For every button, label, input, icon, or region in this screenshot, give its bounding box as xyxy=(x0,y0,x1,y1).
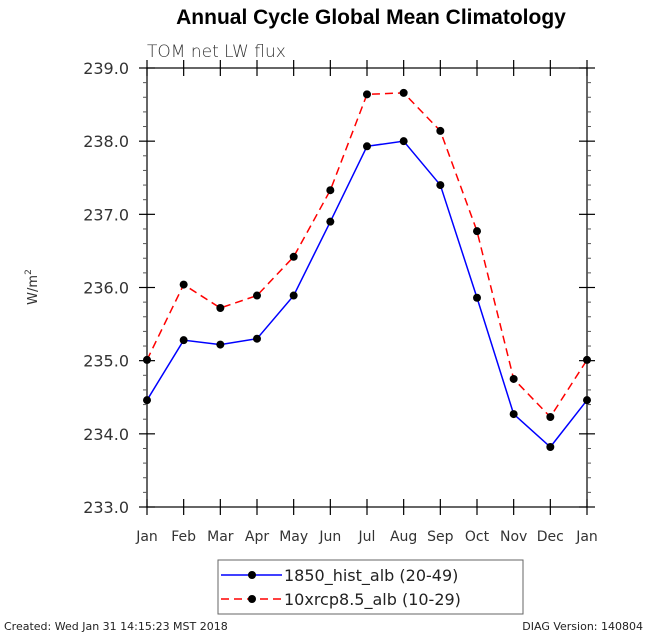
data-point-series-1 xyxy=(509,374,518,383)
data-point-series-0 xyxy=(509,410,518,419)
svg-text:W/m2: W/m2 xyxy=(24,269,41,305)
y-axis-ticks: 233.0 234.0 235.0 236.0 237.0 238.0 239.0 xyxy=(83,59,595,517)
data-point-series-0 xyxy=(216,340,225,349)
data-point-series-0 xyxy=(473,293,481,302)
footer-version: DIAG Version: 140804 xyxy=(522,620,643,633)
x-axis-ticks: Jan Feb Mar Apr May Jun Jul Aug Sep Oct Nov Dec Jan xyxy=(135,60,598,545)
series-line-0 xyxy=(146,140,588,449)
data-point-series-0 xyxy=(143,396,151,405)
y-tick-label: 239.0 xyxy=(83,59,129,78)
data-point-series-0 xyxy=(363,142,371,151)
data-point-series-1 xyxy=(473,227,481,236)
data-point-series-1 xyxy=(326,186,335,195)
chart-title: Annual Cycle Global Mean Climatology xyxy=(176,6,566,29)
x-tick-label: Dec xyxy=(537,529,564,545)
series-layer xyxy=(143,88,591,452)
legend-label-10xrcp85: 10xrcp8.5_alb (10-29) xyxy=(284,590,461,610)
data-point-series-1 xyxy=(253,291,261,300)
y-tick-label: 233.0 xyxy=(83,498,129,517)
data-point-series-1 xyxy=(143,355,151,364)
data-point-series-0 xyxy=(326,217,335,226)
data-point-series-1 xyxy=(289,252,298,261)
data-point-series-0 xyxy=(583,396,591,405)
series-line-1 xyxy=(146,92,588,419)
x-tick-label: Jun xyxy=(318,529,341,545)
x-tick-label: Jul xyxy=(358,529,376,545)
x-tick-label: May xyxy=(279,529,308,545)
legend-box xyxy=(217,559,524,615)
y-tick-label: 237.0 xyxy=(83,205,129,224)
x-tick-label: Jan xyxy=(575,529,598,545)
data-point-series-1 xyxy=(436,126,445,135)
x-tick-label: Aug xyxy=(390,529,417,545)
y-tick-label: 238.0 xyxy=(83,132,129,151)
y-axis-label-text: W/m xyxy=(26,275,41,305)
y-tick-label: 235.0 xyxy=(83,352,129,371)
data-point-series-0 xyxy=(399,137,408,146)
data-point-series-1 xyxy=(179,280,188,289)
x-tick-label: Apr xyxy=(245,529,269,545)
data-point-series-1 xyxy=(583,355,591,364)
y-tick-label: 234.0 xyxy=(83,425,129,444)
data-point-series-1 xyxy=(216,303,225,312)
data-point-series-0 xyxy=(289,291,298,300)
x-tick-label: Sep xyxy=(427,529,454,545)
y-axis-label-superscript: 2 xyxy=(24,269,34,275)
data-point-series-0 xyxy=(179,336,188,345)
footer-created: Created: Wed Jan 31 14:15:23 MST 2018 xyxy=(4,620,228,633)
y-tick-label: 236.0 xyxy=(83,279,129,298)
legend-label-1850-hist: 1850_hist_alb (20-49) xyxy=(284,566,458,586)
data-point-series-1 xyxy=(546,413,555,422)
x-tick-label: Nov xyxy=(500,529,527,545)
data-point-series-1 xyxy=(363,90,371,99)
plot-frame xyxy=(146,67,588,508)
data-point-series-0 xyxy=(546,443,555,452)
data-point-series-0 xyxy=(253,334,261,343)
legend-marker-1850-hist xyxy=(248,571,256,579)
legend-marker-10xrcp85 xyxy=(248,595,256,603)
y-axis-label: W/m2 xyxy=(24,269,41,305)
x-tick-label: Jan xyxy=(135,529,158,545)
legend: 1850_hist_alb (20-49) 10xrcp8.5_alb (10-… xyxy=(217,559,524,615)
data-point-series-1 xyxy=(399,88,408,97)
chart-subtitle: TOM net LW flux xyxy=(147,42,286,62)
x-tick-label: Oct xyxy=(465,529,490,545)
data-point-series-0 xyxy=(436,181,445,190)
x-tick-label: Mar xyxy=(207,529,234,545)
x-tick-label: Feb xyxy=(171,529,196,545)
